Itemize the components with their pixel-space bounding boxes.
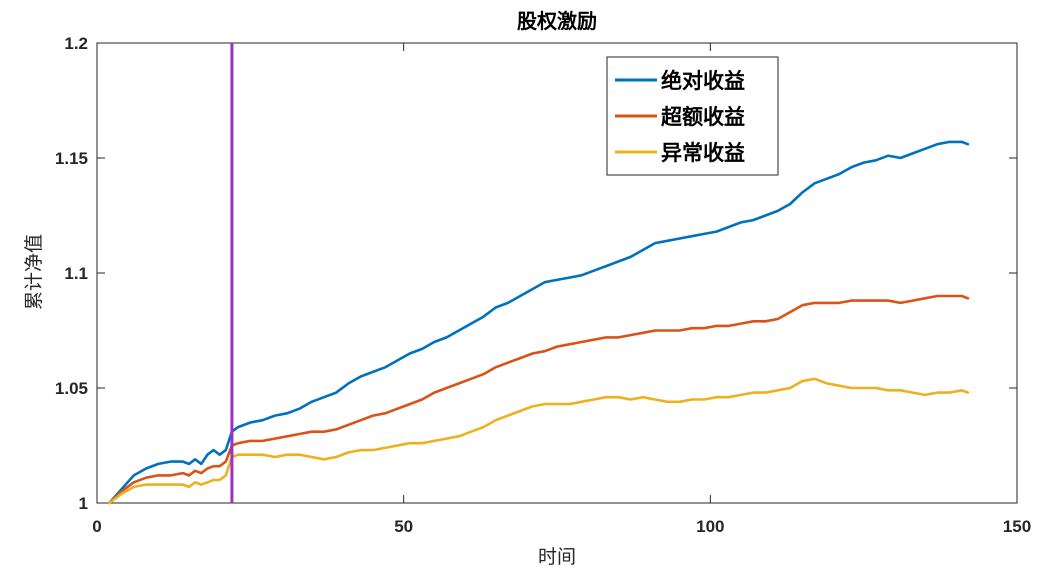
y-axis-label: 累计净值 (23, 234, 45, 310)
series-line (108, 377, 970, 505)
plot-area: 0 50 100 150 1 1.05 1.1 1.15 1.2 (55, 34, 1031, 536)
y-tick-label: 1 (79, 494, 88, 513)
series-line (108, 140, 970, 505)
y-tick-label: 1.05 (55, 379, 88, 398)
y-tick-label: 1.15 (55, 149, 88, 168)
legend-entry-label: 绝对收益 (661, 69, 745, 93)
x-axis-label: 时间 (538, 546, 576, 568)
x-tick-label: 50 (394, 517, 413, 536)
chart-title: 股权激励 (517, 9, 597, 33)
x-tick-label: 150 (1003, 517, 1031, 536)
series-line (108, 294, 970, 505)
legend-entry-label: 异常收益 (661, 141, 745, 165)
legend-entry-label: 超额收益 (661, 105, 745, 129)
y-tick-label: 1.2 (64, 34, 88, 53)
plot-box (96, 42, 1018, 504)
x-tick-label: 100 (696, 517, 724, 536)
x-tick-label: 0 (92, 517, 101, 536)
y-tick-label: 1.1 (64, 264, 88, 283)
